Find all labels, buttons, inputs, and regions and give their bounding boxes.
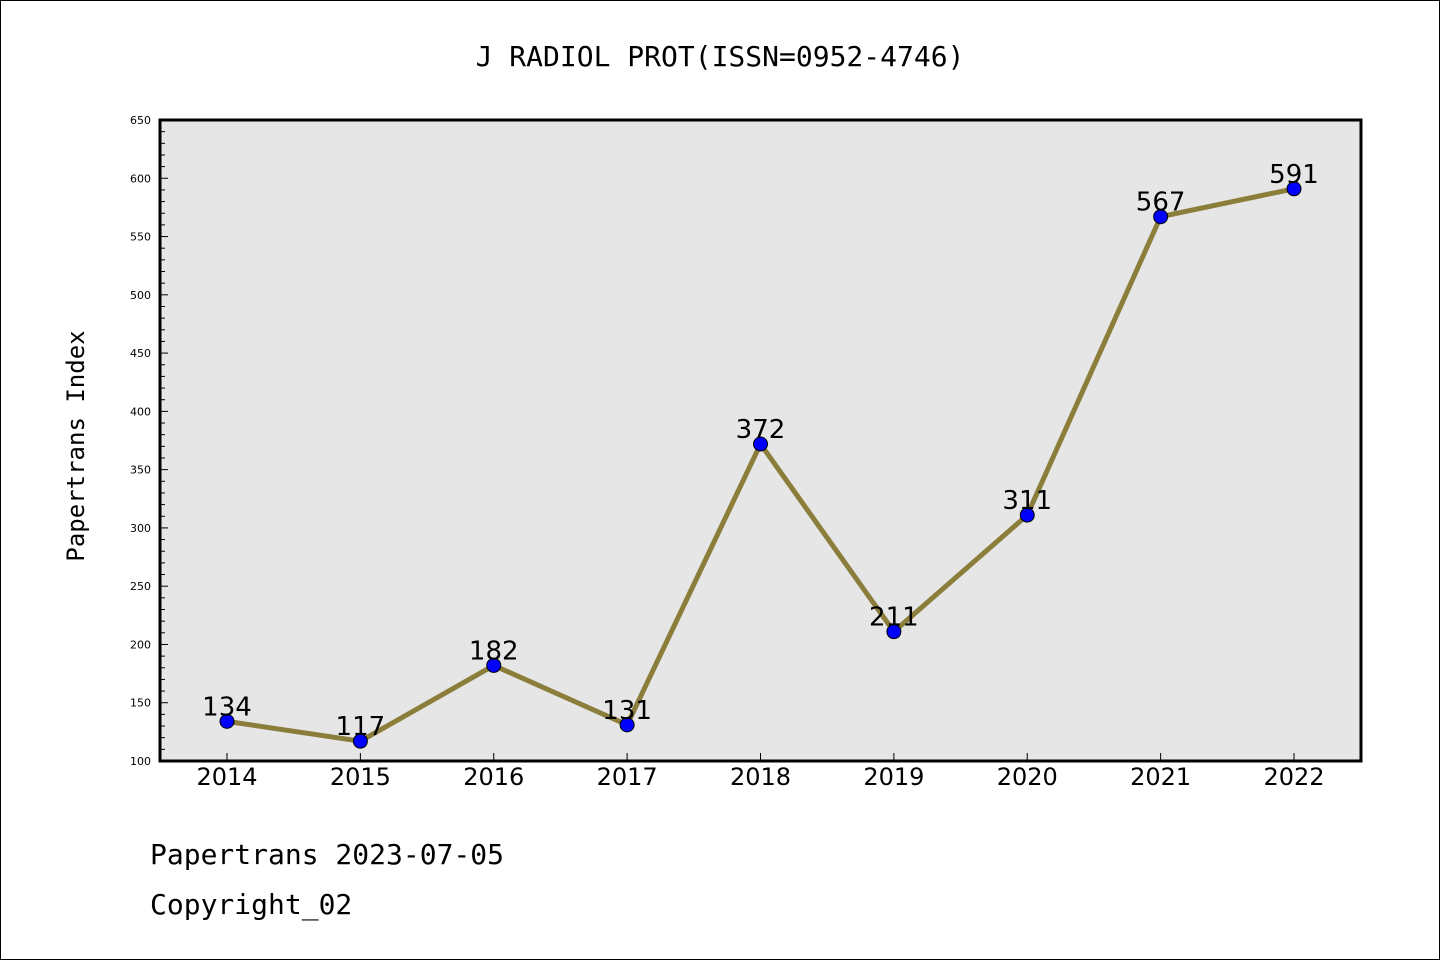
y-tick-label: 650 — [130, 114, 151, 127]
data-point — [619, 717, 635, 733]
data-point — [219, 713, 235, 729]
y-tick-label: 400 — [130, 405, 151, 418]
y-tick-label: 100 — [130, 755, 151, 768]
data-label: 211 — [869, 603, 919, 633]
y-tick-label: 200 — [130, 638, 151, 651]
x-tick-label: 2015 — [330, 763, 391, 791]
footer-date: Papertrans 2023-07-05 — [150, 838, 504, 871]
x-tick-label: 2014 — [196, 763, 257, 791]
x-tick-label: 2019 — [863, 763, 924, 791]
data-point — [1019, 507, 1035, 523]
data-label: 131 — [602, 696, 652, 726]
data-label: 117 — [336, 712, 386, 742]
y-tick-label: 350 — [130, 464, 151, 477]
data-label: 372 — [736, 415, 786, 445]
x-tick-label: 2016 — [463, 763, 524, 791]
data-point — [352, 733, 368, 749]
y-tick-label: 600 — [130, 172, 151, 185]
y-tick-label: 250 — [130, 580, 151, 593]
data-point — [1153, 209, 1169, 225]
y-axis-label: Papertrans Index — [62, 330, 90, 561]
data-label: 591 — [1269, 160, 1319, 190]
data-label: 134 — [202, 692, 252, 722]
footer-copyright: Copyright_02 — [150, 888, 352, 922]
data-point — [1286, 181, 1302, 197]
data-point — [886, 624, 902, 640]
chart-title: J RADIOL PROT(ISSN=0952-4746) — [476, 40, 965, 73]
y-tick-label: 150 — [130, 697, 151, 710]
y-axis: 100 150 200 250 300 350 400 450 500 550 600 650 — [130, 114, 168, 768]
x-tick-label: 2021 — [1130, 763, 1191, 791]
data-point — [753, 436, 768, 452]
y-tick-label: 300 — [130, 522, 151, 535]
data-point — [486, 657, 502, 673]
data-label: 311 — [1002, 486, 1052, 516]
data-label: 567 — [1136, 188, 1186, 218]
y-tick-label: 450 — [130, 347, 151, 360]
x-axis: 2014 2015 2016 2017 2018 2019 2020 2021 2022 — [196, 753, 1325, 791]
x-tick-label: 2020 — [997, 763, 1058, 791]
y-tick-label: 550 — [130, 231, 151, 244]
x-tick-label: 2022 — [1263, 763, 1324, 791]
data-label: 182 — [469, 636, 519, 666]
y-tick-label: 500 — [130, 289, 151, 302]
x-tick-label: 2017 — [597, 763, 658, 791]
series-layer: 134 117 182 131 372 211 311 567 591 — [202, 160, 1319, 749]
x-tick-label: 2018 — [730, 763, 791, 791]
